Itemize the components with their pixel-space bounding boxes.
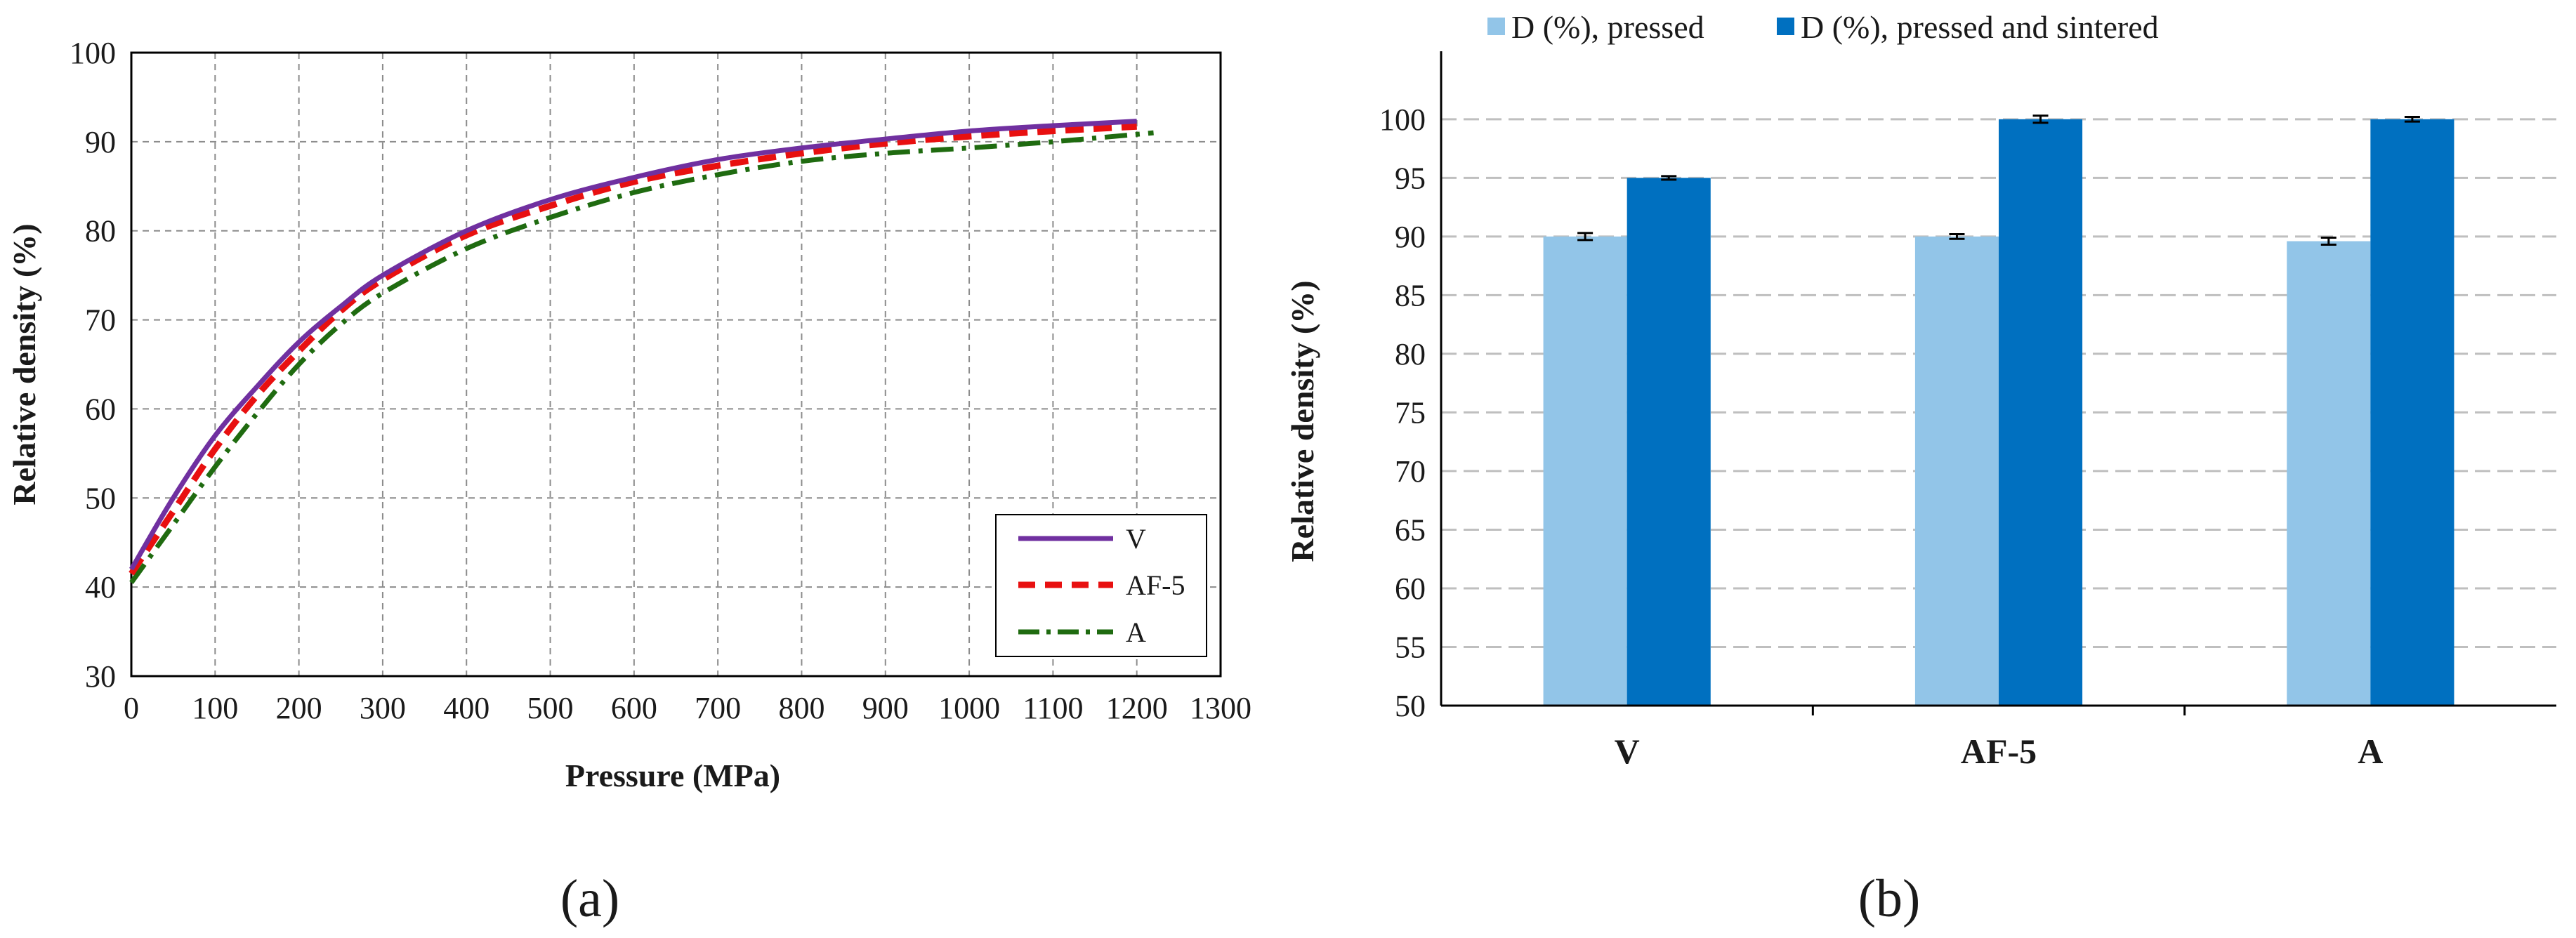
y-tick-label: 100 (1379, 103, 1426, 137)
x-tick-label: 800 (778, 691, 824, 725)
y-tick-label: 90 (1395, 220, 1426, 254)
legend-label-v: V (1126, 523, 1146, 555)
bar-a-sintered (2370, 119, 2455, 706)
legend-swatch-sintered (1777, 18, 1794, 35)
y-tick-label: 50 (85, 481, 116, 515)
series-line-af5 (129, 123, 1137, 576)
y-axis-label: Relative density (%) (1284, 280, 1320, 562)
x-tick-label: 200 (276, 691, 322, 725)
y-tick-labels: 30 40 50 60 70 80 90 100 (70, 36, 116, 694)
y-tick-label: 90 (85, 125, 116, 159)
x-tick-label: 100 (192, 691, 238, 725)
legend-swatch-pressed (1487, 18, 1505, 35)
axes (1440, 51, 2556, 715)
y-tick-label: 60 (85, 392, 116, 426)
bar-af5-sintered (1999, 119, 2083, 706)
panel-label-b: (b) (1858, 869, 1921, 928)
y-tick-label: 65 (1395, 513, 1426, 547)
legend-label-a: A (1126, 616, 1146, 648)
category-label: A (2358, 732, 2383, 771)
bar-a-pressed (2287, 241, 2371, 706)
y-tick-label: 60 (1395, 572, 1426, 606)
bar-chart-b: 50 55 60 65 70 75 80 85 90 95 100 V AF-5 A Relative … (1284, 9, 2556, 928)
y-tick-label: 50 (1395, 689, 1426, 723)
y-tick-labels: 50 55 60 65 70 75 80 85 90 95 100 (1379, 103, 1426, 723)
y-tick-label: 40 (85, 570, 116, 605)
y-tick-label: 55 (1395, 630, 1426, 664)
x-tick-label: 600 (611, 691, 657, 725)
category-labels: V AF-5 A (1615, 732, 2384, 771)
x-tick-label: 700 (695, 691, 741, 725)
line-chart-a: 0 100 200 300 400 500 600 700 800 900 1000 1100 1200… (6, 36, 1251, 928)
x-tick-label: 300 (360, 691, 406, 725)
bars (1543, 119, 2455, 706)
x-tick-label: 1100 (1023, 691, 1083, 725)
y-tick-label: 95 (1395, 161, 1426, 195)
x-tick-label: 1300 (1190, 691, 1251, 725)
y-axis-label: Relative density (%) (6, 223, 42, 505)
error-bars (1577, 114, 2420, 246)
category-label: V (1615, 732, 1640, 771)
y-tick-label: 70 (1395, 454, 1426, 489)
bar-af5-pressed (1914, 236, 1999, 706)
bar-v-sintered (1627, 178, 1711, 706)
series-lines (129, 119, 1154, 584)
x-tick-label: 0 (124, 691, 139, 725)
x-tick-label: 400 (443, 691, 489, 725)
series-line-a (129, 130, 1154, 584)
panel-label-a: (a) (560, 869, 619, 928)
bar-v-pressed (1543, 236, 1627, 706)
x-tick-label: 500 (527, 691, 574, 725)
y-tick-label: 30 (85, 659, 116, 694)
x-tick-label: 900 (862, 691, 909, 725)
legend: V AF-5 A (995, 514, 1207, 657)
y-tick-label: 80 (1395, 337, 1426, 371)
series-line-v (129, 119, 1137, 571)
y-tick-label: 100 (70, 36, 116, 70)
y-tick-label: 75 (1395, 395, 1426, 430)
legend: D (%), pressed D (%), pressed and sinter… (1487, 9, 2159, 45)
y-tick-label: 80 (85, 214, 116, 249)
legend-label-sintered: D (%), pressed and sintered (1801, 9, 2159, 45)
plot-area-border (130, 51, 1222, 678)
x-tick-labels: 0 100 200 300 400 500 600 700 800 900 1000 1100 1200… (124, 691, 1251, 725)
grid (131, 53, 1221, 676)
y-tick-label: 85 (1395, 278, 1426, 312)
legend-label-af5: AF-5 (1126, 569, 1185, 601)
x-tick-label: 1000 (938, 691, 1000, 725)
y-tick-label: 70 (85, 303, 116, 338)
category-label: AF-5 (1961, 732, 2037, 771)
legend-label-pressed: D (%), pressed (1511, 9, 1704, 45)
x-axis-label: Pressure (MPa) (565, 758, 780, 793)
x-tick-label: 1200 (1106, 691, 1168, 725)
